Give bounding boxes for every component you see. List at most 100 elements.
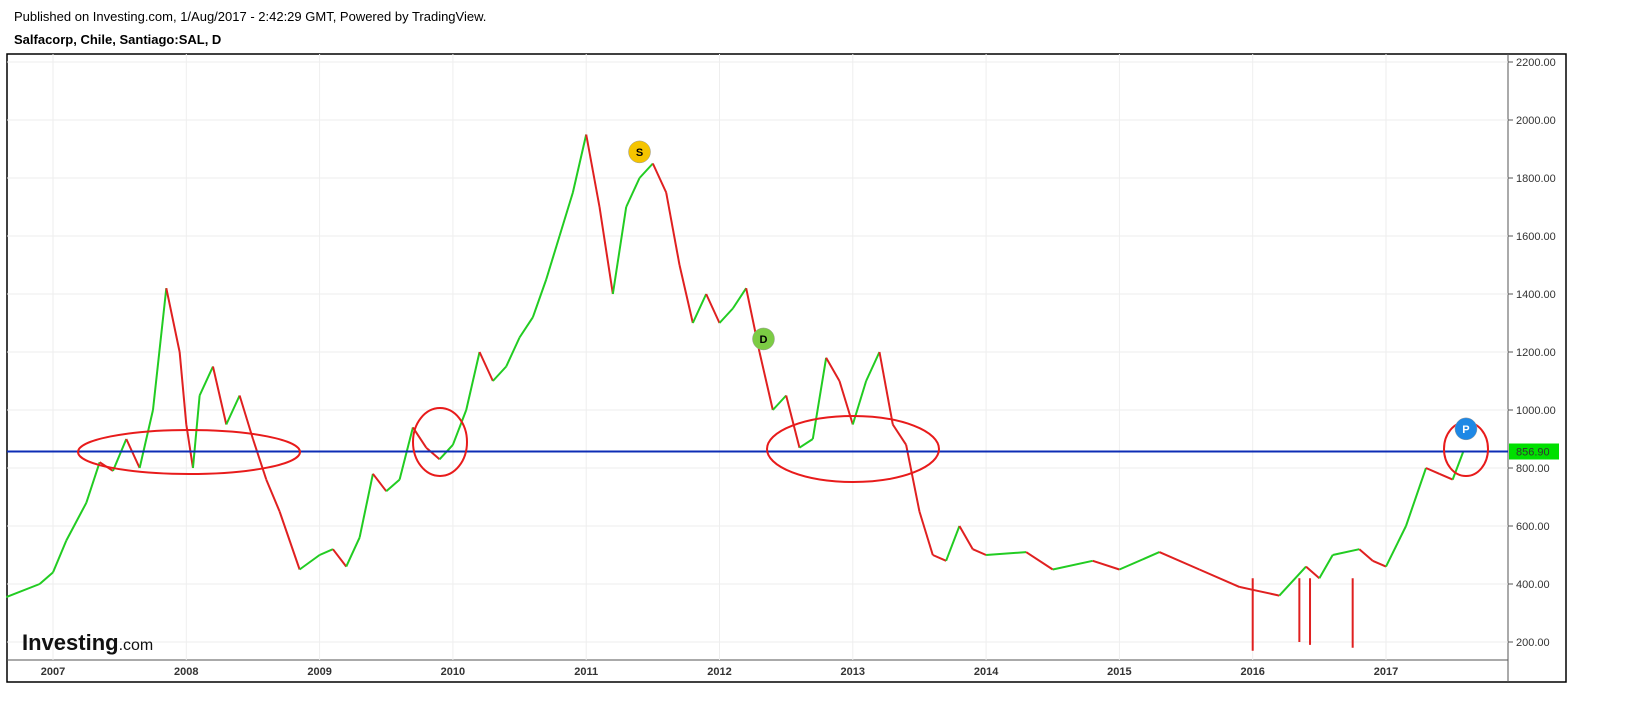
chart-frame [6, 53, 1567, 683]
y-axis-ticks: 200.00 400.00 600.00 800.00 1000.00 1200.00 14… [1508, 57, 1556, 649]
price-segment [185, 424, 194, 469]
price-segment [918, 511, 934, 556]
grid [7, 54, 1508, 660]
price-segment [958, 525, 974, 550]
last-price-text: 856.90 [1516, 446, 1550, 458]
price-segment [492, 365, 507, 382]
price-segment [986, 551, 1027, 556]
price-segment [1425, 467, 1440, 475]
price-segment [372, 473, 388, 492]
price-segment [385, 478, 401, 492]
y-tick-label: 1600.00 [1516, 231, 1556, 243]
price-segment [638, 162, 654, 179]
published-note: Published on Investing.com, 1/Aug/2017 -… [14, 9, 487, 24]
price-segment [651, 163, 668, 193]
logo-brand: Investing [22, 630, 119, 655]
last-price-badge [1509, 443, 1559, 460]
price-segment [785, 395, 801, 448]
y-tick-label: 2200.00 [1516, 57, 1556, 69]
price-segment [211, 366, 228, 425]
price-segment [1052, 559, 1093, 571]
price-segment [1438, 472, 1454, 481]
price-segment [238, 395, 254, 440]
x-tick-label: 2013 [841, 666, 865, 678]
price-segment [112, 438, 128, 472]
x-tick-label: 2017 [1374, 666, 1398, 678]
x-tick-label: 2010 [441, 666, 465, 678]
x-tick-label: 2008 [174, 666, 198, 678]
price-segment [451, 409, 468, 446]
price-segment [585, 134, 601, 208]
price-segment [225, 395, 241, 425]
price-segment [138, 409, 154, 469]
price-segment [878, 351, 894, 425]
price-segment [1332, 548, 1360, 556]
price-segment [891, 423, 907, 446]
price-segment [265, 479, 281, 512]
price-segment [731, 287, 747, 310]
price-segment [345, 537, 361, 568]
price-segment [358, 473, 374, 538]
x-tick-label: 2009 [307, 666, 331, 678]
x-tick-label: 2011 [574, 666, 598, 678]
price-segment [125, 438, 141, 469]
price-segment [52, 540, 68, 573]
price-segment [571, 134, 588, 193]
price-segment [838, 380, 854, 425]
price-segment [178, 351, 188, 425]
marker-d-label: D [760, 334, 768, 346]
x-tick-label: 2015 [1107, 666, 1131, 678]
x-tick-label: 2016 [1240, 666, 1264, 678]
y-tick-label: 2000.00 [1516, 115, 1556, 127]
price-segment [518, 316, 534, 339]
last-price-label: 856.90 [1509, 443, 1559, 460]
price-segment [865, 351, 881, 382]
price-segment [1451, 451, 1465, 480]
price-segment [545, 235, 561, 280]
chart-title: Salfacorp, Chile, Santiago:SAL, D [14, 32, 222, 47]
price-segment [825, 357, 841, 382]
event-markers: S D P [628, 140, 1478, 441]
marker-d-circle [752, 327, 775, 351]
price-segment [811, 357, 828, 440]
price-segment [758, 351, 774, 411]
ellipse-2013 [766, 415, 940, 483]
price-segment [191, 395, 201, 469]
price-segment [1358, 548, 1374, 562]
marker-p-label: P [1462, 424, 1469, 436]
price-segment [1385, 525, 1407, 568]
ellipse-2010 [412, 407, 468, 477]
price-segment [798, 438, 814, 449]
price-segment [65, 502, 88, 541]
x-tick-label: 2014 [974, 666, 999, 678]
price-segment [705, 293, 721, 324]
y-tick-label: 1000.00 [1516, 405, 1556, 417]
price-segment [5, 583, 41, 598]
investing-logo[interactable]: Investing.com [22, 630, 153, 656]
price-segment [398, 427, 414, 480]
price-segment [1252, 588, 1280, 597]
price-segment [972, 548, 987, 556]
price-segment [558, 192, 574, 237]
y-tick-label: 1400.00 [1516, 289, 1556, 301]
price-segment [531, 279, 548, 318]
price-segment [299, 554, 321, 571]
price-segment [1278, 565, 1307, 597]
ellipse-2007 [77, 429, 301, 475]
price-segment [319, 548, 334, 556]
price-segment [505, 337, 521, 367]
y-tick-label: 600.00 [1516, 521, 1550, 533]
price-segment [691, 293, 708, 324]
price-segment [1318, 554, 1334, 579]
y-tick-label: 200.00 [1516, 637, 1550, 649]
price-segment [1092, 559, 1120, 571]
price-segment [198, 366, 214, 396]
price-segment [425, 446, 441, 461]
logo-suffix: .com [118, 637, 154, 654]
price-segment [1405, 467, 1427, 527]
price-segment [278, 511, 301, 570]
x-tick-label: 2007 [41, 666, 65, 678]
price-segment [718, 307, 734, 324]
price-segment [772, 394, 787, 411]
